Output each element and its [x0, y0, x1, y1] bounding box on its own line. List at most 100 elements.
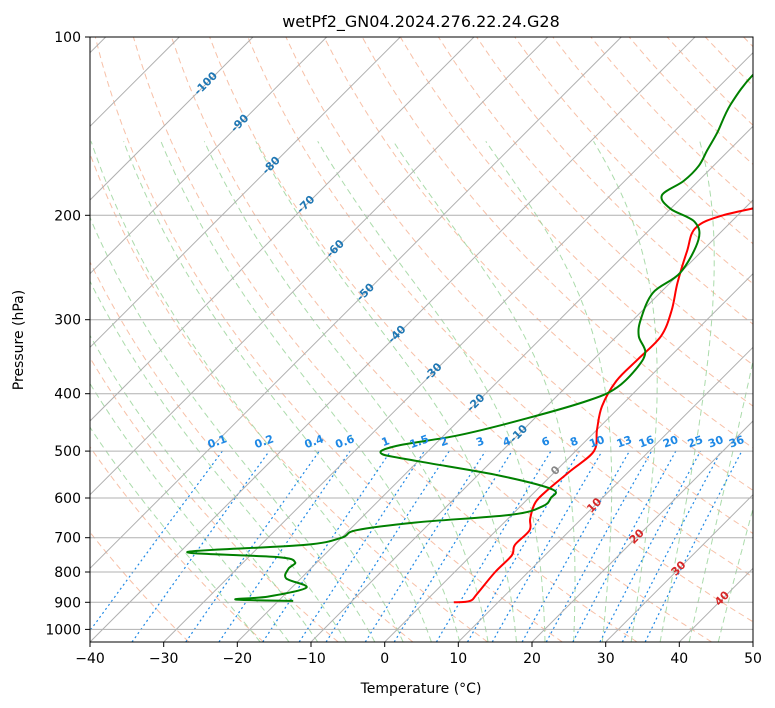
dry-adiabat	[285, 37, 753, 535]
mixing-ratio-label: 10	[587, 433, 606, 451]
dry-adiabat	[476, 37, 753, 325]
dry-adiabat	[209, 37, 753, 623]
moist-adiabat	[123, 141, 432, 642]
isotherm-line	[310, 199, 753, 642]
dry-adiabat	[94, 37, 563, 642]
dry-adiabat	[90, 531, 190, 642]
dry-adiabat	[171, 37, 712, 642]
dry-adiabat	[514, 37, 753, 285]
x-tick-label: −20	[223, 651, 253, 667]
y-tick-label: 700	[54, 531, 81, 547]
mixing-ratio-line	[435, 450, 552, 642]
moist-adiabat	[593, 141, 658, 642]
y-axis-ticks: 100 200 300 400 500 600 700 800 900 1000	[45, 30, 90, 638]
mixing-ratio-line	[491, 450, 603, 642]
isotherm-line	[236, 125, 753, 642]
mixing-ratio-label: 2	[438, 434, 450, 449]
moist-adiabat	[90, 216, 376, 642]
moist-adiabat	[160, 141, 461, 642]
mixing-ratio-label: 1.5	[408, 432, 431, 451]
mixing-ratio-line	[545, 450, 653, 642]
isotherm-line	[752, 641, 753, 642]
y-axis-label: Pressure (hPa)	[11, 290, 27, 390]
mixing-ratio-line	[393, 450, 513, 642]
mixing-ratio-label: 6	[540, 434, 552, 449]
y-tick-label: 800	[54, 565, 81, 581]
dry-adiabat	[90, 446, 264, 642]
dry-adiabat	[132, 37, 638, 642]
y-tick-label: 900	[54, 595, 81, 611]
isotherm-line	[90, 37, 328, 275]
moist-adiabat	[90, 382, 290, 642]
moist-adiabat	[717, 507, 753, 642]
y-tick-label: 500	[54, 444, 81, 460]
mixing-ratio-label: 8	[568, 434, 580, 449]
x-axis-ticks: −40 −30 −20 −10 0 10 20 30 40 50	[75, 642, 762, 667]
dry-adiabat	[323, 37, 753, 491]
x-axis-label: Temperature (°C)	[360, 681, 482, 697]
dewpoint-profile-line	[186, 73, 753, 602]
dry-adiabat	[743, 37, 753, 48]
mixing-ratio-line	[325, 450, 450, 642]
mixing-ratio-line	[185, 450, 320, 642]
isotherm-line	[90, 37, 549, 496]
mixing-ratio-label: 16	[637, 433, 656, 451]
isotherm-line	[384, 272, 753, 642]
x-tick-label: 0	[380, 651, 389, 667]
dry-adiabat	[90, 260, 414, 642]
x-tick-label: −30	[149, 651, 179, 667]
mixing-ratio-label: 0.1	[206, 432, 229, 451]
x-tick-label: −10	[296, 651, 326, 667]
isotherm-line	[90, 37, 254, 201]
moist-adiabat	[90, 141, 404, 642]
mixing-ratio-label: 30	[706, 433, 725, 451]
sounding-series	[186, 73, 753, 604]
dry-adiabat	[666, 37, 753, 126]
y-tick-label: 1000	[45, 622, 81, 638]
isotherm-line	[90, 37, 401, 349]
isotherm-line	[457, 346, 753, 642]
mixing-ratio-label: 13	[615, 433, 634, 450]
mixing-ratio-label: 3	[474, 434, 486, 449]
dry-adiabat	[90, 356, 339, 642]
x-tick-label: 20	[523, 651, 541, 667]
mixing-ratio-line	[572, 450, 677, 642]
x-tick-label: 50	[744, 651, 762, 667]
dry-adiabat	[90, 152, 488, 642]
isotherm-line	[531, 420, 753, 642]
x-tick-label: 30	[597, 651, 615, 667]
plot-frame	[89, 36, 754, 643]
moist-adiabat	[203, 141, 489, 642]
dry-adiabat	[704, 37, 753, 87]
isotherm-label: -30	[421, 360, 444, 383]
mixing-ratio-label: 25	[686, 433, 705, 450]
mixing-ratio-label: 36	[727, 433, 746, 451]
y-tick-label: 200	[54, 208, 81, 224]
y-tick-label: 300	[54, 313, 81, 329]
dry-adiabat	[437, 37, 753, 366]
mixing-ratio-label: 0.6	[334, 432, 357, 451]
mixing-ratio-label: 1	[380, 434, 392, 449]
isotherm-line	[90, 37, 622, 570]
y-tick-label: 400	[54, 387, 81, 403]
mixing-ratio-line	[298, 450, 425, 642]
moist-adiabat	[392, 141, 576, 642]
dry-adiabat	[590, 37, 753, 205]
isotherm-line	[678, 567, 753, 642]
moist-adiabat	[688, 358, 753, 642]
chart-title: wetPf2_GN04.2024.276.22.24.G28	[282, 12, 560, 32]
x-tick-label: 10	[449, 651, 467, 667]
y-tick-label: 100	[54, 30, 81, 46]
grid-lines	[90, 37, 753, 642]
mixing-ratio-label: 4	[501, 434, 513, 449]
dry-adiabat	[247, 37, 753, 578]
temperature-profile-line	[453, 207, 753, 604]
x-tick-label: 40	[670, 651, 688, 667]
mixing-ratio-line	[521, 450, 631, 642]
mixing-ratio-label: 0.2	[253, 432, 276, 451]
isotherm-line	[605, 493, 753, 642]
line-labels: 0.1 0.2 0.4 0.6 1 1.5 2 3 4 6 8 10 13 16 20 25 30 36-100-…	[191, 69, 746, 609]
mixing-ratio-line	[599, 450, 702, 642]
mixing-ratio-label: 20	[661, 433, 680, 451]
